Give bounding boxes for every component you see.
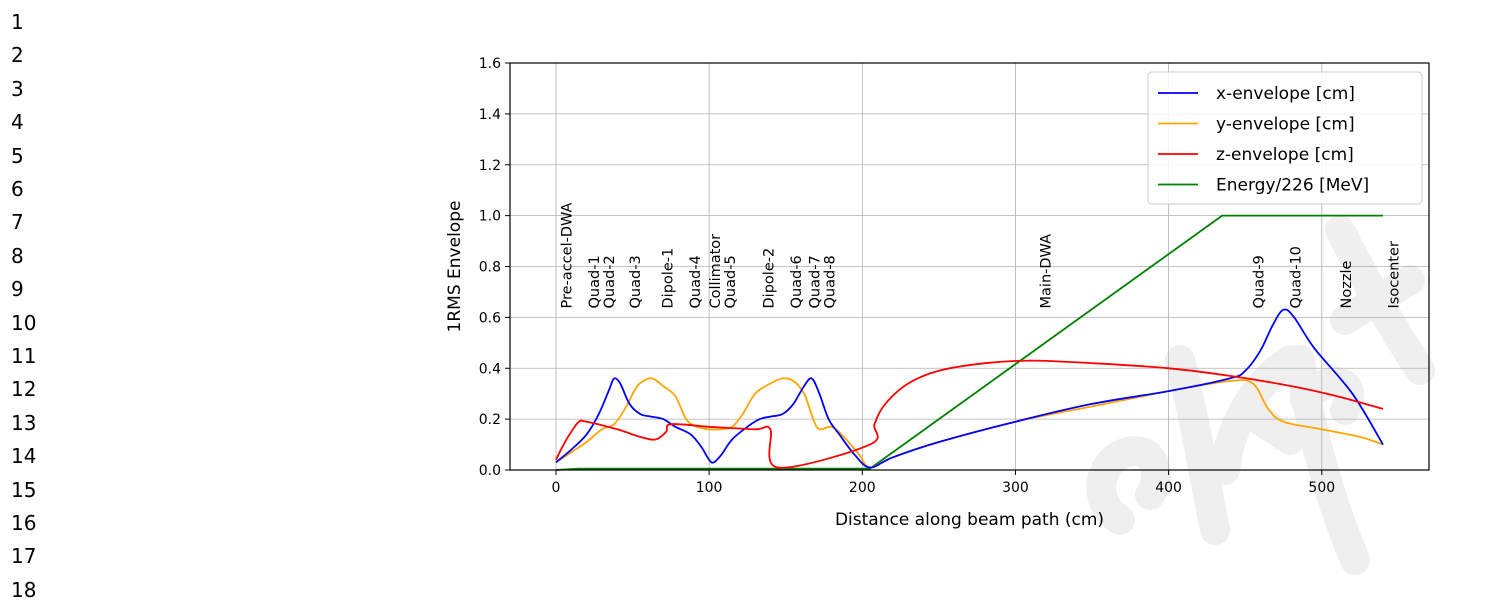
y-tick-label: 0.8	[479, 260, 501, 276]
element-annotation: Quad-7	[807, 255, 823, 308]
y-tick-label: 1.0	[479, 209, 501, 225]
line-number: 7	[11, 210, 24, 235]
series-line-1	[555, 308, 1384, 469]
element-annotation: Quad-6	[789, 255, 805, 308]
line-numbers: 1 2 3 4 5 6 7 8 9 10 11 12 13 14 15 16 17 18	[0, 0, 40, 602]
y-axis-label: 1RMS Envelope	[445, 201, 465, 333]
element-annotations: Pre-accel-DWA Quad-1 Quad-2 Quad-3 Dipole-1 Q…	[559, 202, 1402, 308]
x-tick-label: 200	[849, 480, 876, 496]
x-axis-label: Distance along beam path (cm)	[835, 510, 1104, 530]
series-lines	[555, 214, 1384, 471]
line-number: 11	[11, 344, 37, 368]
line-number: 13	[11, 410, 37, 435]
element-annotation: Quad-1	[587, 255, 603, 308]
axis-ticks: 0 100 200 300 400 500 0.0 0.2 0.4 0.6 0.8 1.0 1.2 1.4…	[479, 56, 1335, 496]
legend-entry: Energy/226 [MeV]	[1216, 176, 1369, 196]
legend-entry: y-envelope [cm]	[1216, 115, 1355, 135]
line-number: 3	[11, 76, 24, 101]
element-annotation: Nozzle	[1339, 261, 1355, 309]
line-number: 6	[11, 177, 24, 201]
element-annotation: Collimator	[708, 234, 724, 309]
y-tick-label: 1.6	[479, 56, 501, 72]
y-tick-label: 0.4	[479, 361, 501, 377]
y-tick-label: 1.2	[479, 158, 501, 174]
y-tick-label: 0.0	[479, 463, 501, 479]
legend: x-envelope [cm] y-envelope [cm] z-envelope…	[1147, 71, 1423, 205]
line-number: 5	[11, 143, 24, 168]
x-tick-label: 400	[1155, 480, 1182, 496]
element-annotation: Dipole-2	[761, 248, 777, 309]
legend-box	[1147, 71, 1423, 205]
series-line-3	[555, 359, 1384, 469]
line-number: 10	[11, 310, 37, 335]
element-annotation: Isocenter	[1386, 241, 1402, 308]
element-annotation: Quad-3	[628, 255, 644, 308]
legend-entry: x-envelope [cm]	[1216, 84, 1355, 104]
x-tick-label: 0	[551, 480, 560, 496]
element-annotation: Quad-9	[1252, 255, 1268, 308]
line-number: 8	[11, 243, 24, 268]
x-tick-label: 300	[1002, 480, 1029, 496]
line-number: 9	[11, 277, 24, 302]
element-annotation: Main-DWA	[1039, 234, 1055, 309]
line-number: 2	[11, 43, 24, 68]
line-number: 16	[11, 511, 37, 535]
y-tick-label: 1.4	[479, 107, 501, 123]
line-number: 15	[11, 477, 37, 502]
series-line-2	[555, 377, 1384, 469]
element-annotation: Dipole-1	[660, 248, 676, 309]
x-tick-label: 500	[1308, 480, 1335, 496]
envelope-chart: Pre-accel-DWA Quad-1 Quad-2 Quad-3 Dipole-1 Q…	[445, 56, 1430, 530]
line-number: 1	[11, 10, 24, 34]
y-tick-label: 0.6	[479, 310, 501, 326]
line-number: 18	[11, 577, 37, 602]
element-annotation: Quad-2	[602, 255, 618, 308]
element-annotation: Quad-5	[723, 255, 739, 308]
y-tick-label: 0.2	[479, 412, 501, 428]
element-annotation: Quad-10	[1288, 246, 1304, 308]
element-annotation: Quad-4	[688, 255, 704, 308]
element-annotation: Pre-accel-DWA	[559, 202, 575, 308]
element-annotation: Quad-8	[823, 255, 839, 308]
series-line-4	[555, 214, 1383, 471]
line-number: 14	[11, 444, 37, 469]
legend-entry: z-envelope [cm]	[1216, 145, 1354, 165]
x-tick-label: 100	[696, 480, 723, 496]
line-number: 17	[11, 544, 37, 569]
line-number: 12	[11, 377, 37, 402]
line-number: 4	[11, 110, 24, 135]
